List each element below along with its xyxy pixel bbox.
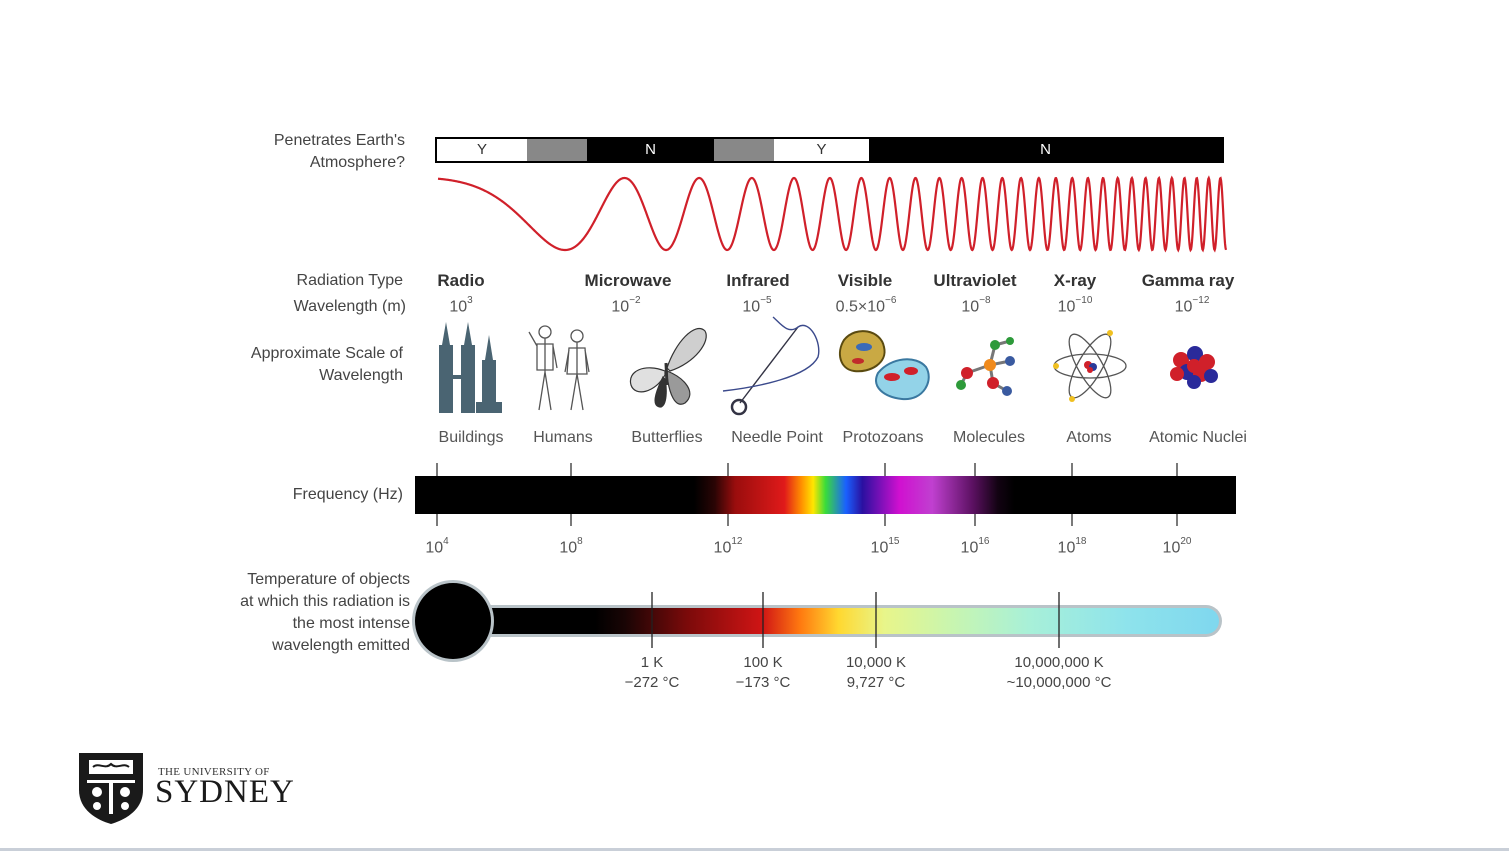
scale-atomic-nuclei: Atomic Nuclei <box>1149 429 1247 446</box>
wavelength-radio: 103 <box>449 295 473 316</box>
radiation-type-label: Radiation Type <box>296 272 403 289</box>
footer-divider <box>0 848 1509 851</box>
scale-needle-point: Needle Point <box>731 429 823 446</box>
frequency-tick-label-3: 1012 <box>713 536 743 557</box>
scale-butterflies: Butterflies <box>631 429 703 446</box>
scale-buildings: Buildings <box>438 429 504 446</box>
radiation-type-visible: Visible <box>837 271 893 290</box>
atmosphere-segment-y2: Y <box>774 139 869 161</box>
nucleus-icon <box>1170 346 1218 389</box>
temperature-label-4: 10,000,000 K ~10,000,000 °C <box>1006 654 1112 691</box>
atmosphere-segment-n1: N <box>587 139 714 161</box>
temperature-label: Temperature of objects at which this rad… <box>240 571 410 654</box>
wavelength-microwave: 10−2 <box>611 295 641 316</box>
radiation-type-gamma: Gamma ray <box>1141 271 1235 290</box>
atmosphere-segment-y1: Y <box>437 139 527 161</box>
wavelength-infrared: 10−5 <box>742 295 772 316</box>
atmosphere-label: Penetrates Earth's Atmosphere? <box>273 132 405 171</box>
scale-humans: Humans <box>533 429 593 446</box>
thermometer-fill <box>458 608 1219 634</box>
molecule-icon <box>956 337 1015 396</box>
wavelength-gamma: 10−12 <box>1174 295 1210 316</box>
scale-molecules: Molecules <box>952 429 1026 446</box>
wavelength-ultraviolet: 10−8 <box>961 295 991 316</box>
frequency-label: Frequency (Hz) <box>292 486 403 503</box>
humans-icon <box>528 325 590 411</box>
buildings-icon <box>439 322 502 413</box>
butterfly-icon <box>629 328 707 408</box>
atmosphere-segment-n2: N <box>869 139 1222 161</box>
frequency-tick-label-4: 1015 <box>870 536 900 557</box>
atmosphere-segment-gray2 <box>714 139 774 161</box>
frequency-tick-label-7: 1020 <box>1162 536 1192 557</box>
temperature-label-1: 1 K −272 °C <box>624 654 680 691</box>
wavelength-visible: 0.5×10−6 <box>835 295 897 316</box>
scale-atoms: Atoms <box>1066 429 1112 446</box>
university-crest-icon <box>79 753 143 824</box>
atmosphere-segment-gray1 <box>527 139 587 161</box>
scale-protozoans: Protozoans <box>842 429 924 446</box>
needle-icon <box>722 316 820 416</box>
logo-subtitle: THE UNIVERSITY OF <box>158 766 270 778</box>
radiation-type-infrared: Infrared <box>726 271 790 290</box>
radiation-type-radio: Radio <box>437 271 485 290</box>
wave-line <box>437 175 1228 253</box>
atom-icon <box>1053 330 1127 402</box>
wavelength-xray: 10−10 <box>1057 295 1093 316</box>
frequency-tick-label-1: 104 <box>425 536 449 557</box>
radiation-type-ultraviolet: Ultraviolet <box>933 271 1017 290</box>
temperature-label-3: 10,000 K 9,727 °C <box>845 654 907 691</box>
scale-label: Approximate Scale of Wavelength <box>250 345 403 384</box>
frequency-tick-label-5: 1016 <box>960 536 990 557</box>
protozoa-icon <box>838 330 930 401</box>
frequency-bar <box>415 476 1236 514</box>
radiation-type-microwave: Microwave <box>584 271 672 290</box>
thermometer-bulb <box>415 583 491 659</box>
frequency-tick-label-6: 1018 <box>1057 536 1087 557</box>
logo-title: SYDNEY <box>155 774 295 810</box>
temperature-label-2: 100 K −173 °C <box>735 654 791 691</box>
wavelength-label: Wavelength (m) <box>293 298 406 315</box>
radiation-type-xray: X-ray <box>1053 271 1097 290</box>
frequency-tick-label-2: 108 <box>559 536 583 557</box>
